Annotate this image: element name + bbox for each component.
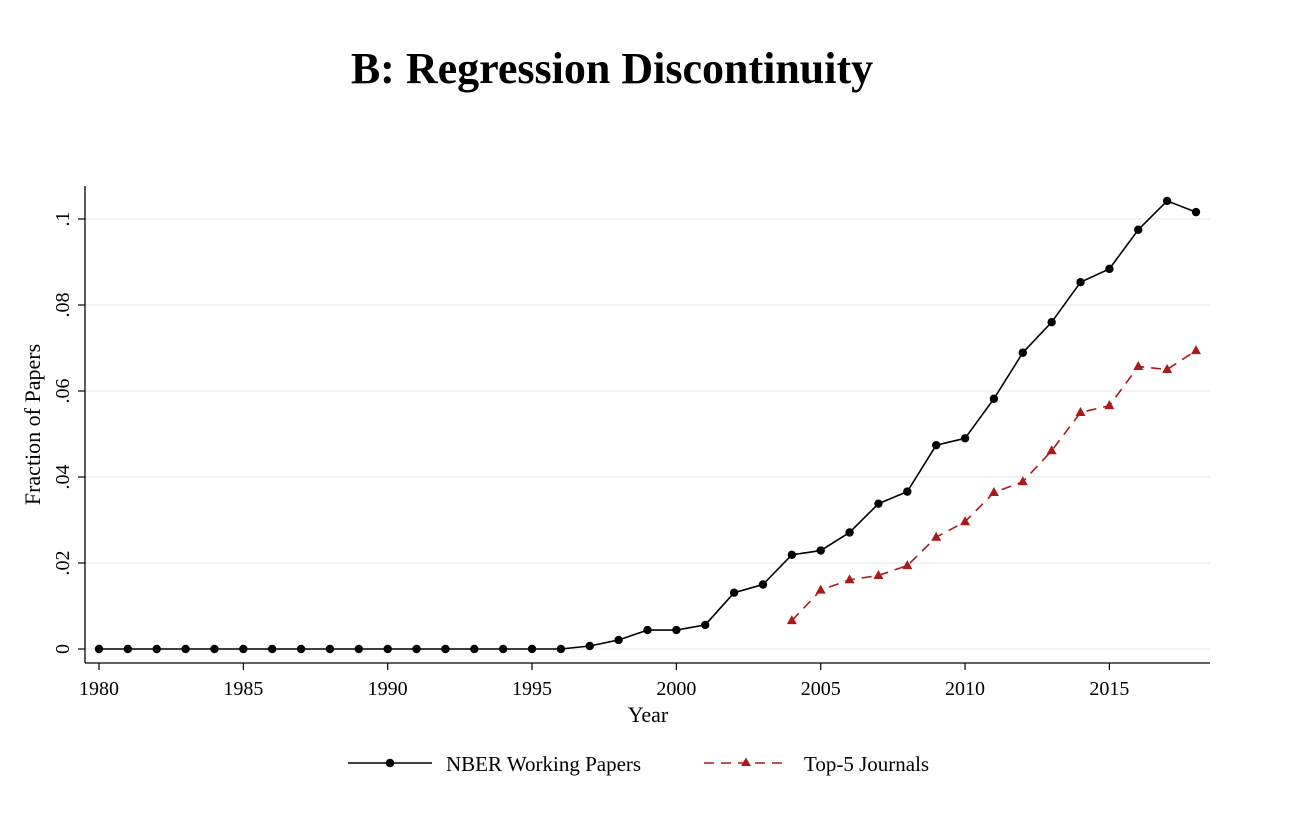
data-point — [1018, 348, 1027, 357]
data-point — [903, 487, 912, 496]
data-point — [1047, 318, 1056, 327]
data-point — [729, 588, 739, 597]
data-point — [758, 580, 768, 589]
data-point — [123, 644, 133, 654]
data-point — [210, 644, 219, 654]
axes — [84, 186, 1210, 664]
data-point — [268, 644, 277, 654]
data-point — [1017, 476, 1028, 486]
data-point — [816, 546, 825, 555]
x-tick-label: 1995 — [512, 678, 552, 700]
legend-label-top5: Top-5 Journals — [804, 752, 929, 776]
x-tick-label: 1980 — [79, 678, 119, 700]
data-point — [1046, 445, 1057, 455]
data-point — [931, 440, 941, 450]
data-point — [412, 644, 421, 654]
data-point — [296, 644, 306, 654]
data-point — [383, 644, 392, 654]
data-point — [989, 394, 999, 403]
data-point — [672, 625, 681, 635]
y-tick-label: 0 — [52, 644, 74, 654]
data-point — [1104, 400, 1115, 410]
data-point — [239, 644, 248, 654]
data-point — [1162, 196, 1172, 206]
data-point — [1076, 278, 1085, 287]
data-point — [844, 574, 855, 584]
y-tick-label: .06 — [52, 379, 74, 404]
data-point — [1162, 364, 1173, 373]
data-point — [787, 550, 797, 560]
data-point — [643, 625, 652, 635]
data-point — [786, 615, 797, 625]
data-point — [1133, 360, 1144, 370]
x-tick-label: 2010 — [945, 678, 985, 700]
chart-title: B: Regression Discontinuity — [351, 44, 873, 93]
y-axis-ticks: 0 .02 .04 .06 .08 .1 — [52, 212, 85, 654]
legend-marker-top5 — [741, 757, 751, 766]
data-point — [152, 644, 161, 654]
plot-series — [94, 196, 1201, 654]
legend: NBER Working Papers Top-5 Journals — [348, 752, 929, 776]
y-tick-label: .1 — [52, 212, 74, 227]
data-point — [354, 644, 364, 654]
data-point — [1105, 264, 1114, 274]
data-point — [874, 499, 883, 508]
data-point — [701, 620, 710, 630]
series-0 — [94, 196, 1201, 654]
x-tick-label: 1985 — [223, 678, 263, 700]
data-point — [614, 635, 623, 645]
data-point — [585, 641, 594, 651]
data-point — [470, 644, 479, 654]
series-1 — [786, 345, 1201, 625]
series-line — [99, 200, 1197, 650]
data-point — [960, 434, 970, 443]
data-point — [556, 644, 566, 654]
data-point — [527, 644, 537, 654]
y-tick-label: .04 — [52, 465, 74, 490]
y-axis-label: Fraction of Papers — [20, 344, 45, 505]
data-point — [960, 516, 971, 526]
data-point — [845, 528, 854, 537]
data-point — [498, 644, 508, 654]
data-point — [181, 644, 190, 654]
data-point — [873, 569, 884, 579]
x-tick-label: 2015 — [1089, 678, 1129, 700]
data-point — [815, 584, 826, 594]
grid-lines — [86, 218, 1210, 650]
legend-label-nber: NBER Working Papers — [446, 752, 641, 776]
legend-item-top5: Top-5 Journals — [704, 752, 929, 776]
data-point — [1075, 407, 1086, 416]
y-tick-label: .02 — [52, 551, 74, 576]
x-tick-label: 1990 — [368, 678, 408, 700]
data-point — [94, 644, 104, 654]
x-axis-label: Year — [628, 702, 669, 727]
data-point — [931, 531, 942, 541]
y-tick-label: .08 — [52, 293, 74, 318]
x-tick-label: 2000 — [656, 678, 696, 700]
data-point — [1191, 207, 1201, 217]
data-point — [325, 644, 335, 654]
legend-item-nber: NBER Working Papers — [348, 752, 641, 776]
data-point — [902, 560, 913, 570]
data-point — [1134, 225, 1143, 234]
x-axis-ticks: 1980 1985 1990 1995 2000 2005 2010 2015 — [79, 663, 1129, 700]
data-point — [441, 644, 450, 654]
x-tick-label: 2005 — [801, 678, 841, 700]
data-point — [988, 486, 999, 496]
legend-marker-nber — [385, 758, 395, 768]
data-point — [1191, 345, 1201, 355]
